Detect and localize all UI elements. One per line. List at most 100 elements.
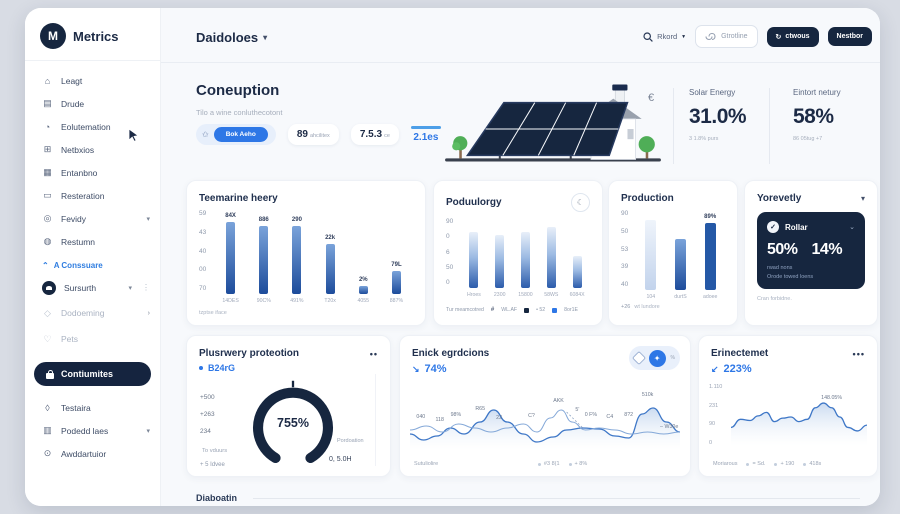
sidebar-item-leagt[interactable]: ⌂ Leagt bbox=[25, 69, 160, 92]
sidebar-item-label: Leagt bbox=[61, 75, 83, 86]
chevron-down-icon: ▾ bbox=[128, 284, 132, 292]
stat-chip-2[interactable]: 7.5.3 ce bbox=[350, 124, 399, 145]
sidebar-item-label: Podedd laes bbox=[61, 425, 109, 436]
header-divider bbox=[161, 62, 880, 63]
pie-icon: ◔ bbox=[44, 121, 51, 132]
sidebar-item-label: Fevidy bbox=[61, 213, 87, 224]
kebab-menu-icon[interactable]: •• bbox=[369, 348, 378, 359]
trend-arrow-icon: ↙ bbox=[711, 363, 719, 374]
trend-arrow-icon: ↘ bbox=[412, 363, 420, 374]
sidebar-item-label: Netbxios bbox=[61, 144, 95, 155]
stat-divider bbox=[769, 88, 770, 164]
sidebar-item-label: Restumn bbox=[61, 236, 96, 247]
chevron-down-icon: ▾ bbox=[146, 427, 150, 435]
bar-chart-teemarine: 59 43 40 00 70 84X 14DES 886 90C% 290 491% 22k T20x 2… bbox=[199, 210, 404, 304]
search-control[interactable]: Rkord ▼ bbox=[643, 31, 687, 42]
active-tab-chip[interactable]: 2.1es bbox=[410, 126, 441, 143]
sidebar-item-resteration[interactable]: ▭ Resteration bbox=[25, 184, 160, 207]
app-frame: M Metrics ⌂ Leagt ▤ Drude ◔ Eolutemation… bbox=[25, 8, 880, 506]
kebab-menu-icon[interactable]: ••• bbox=[852, 348, 865, 359]
sidebar-item-netbxios[interactable]: ⊞ Netbxios bbox=[25, 138, 160, 161]
tab-indicator bbox=[410, 126, 441, 129]
hash-marker: # bbox=[490, 307, 495, 313]
sidebar-item-podedd[interactable]: ▥ Podedd laes ▾ bbox=[25, 419, 160, 442]
panel-value-2: 14% bbox=[811, 241, 843, 258]
chevron-down-icon[interactable]: ▾ bbox=[860, 194, 865, 203]
sidebar-account[interactable]: Sursurth ▾ ⋮ bbox=[25, 275, 160, 300]
primary-chip-button[interactable]: Bok Aeho bbox=[213, 127, 268, 142]
page-title-dropdown[interactable]: Daidoloes ▾ bbox=[196, 30, 268, 45]
primary-chip-group: ✩ Bok Aeho bbox=[196, 124, 276, 145]
chevron-right-icon: › bbox=[147, 309, 150, 317]
chevron-down-icon: ▼ bbox=[681, 33, 687, 40]
sidebar-item-eolutemation[interactable]: ◔ Eolutemation bbox=[25, 115, 160, 138]
stat-value: 31.0% bbox=[689, 105, 747, 128]
home-icon: ⌂ bbox=[44, 75, 51, 86]
bullet-marker bbox=[199, 366, 203, 370]
account-label: Sursurth bbox=[64, 282, 97, 293]
stat-divider bbox=[673, 88, 674, 164]
tag-icon: ◇ bbox=[44, 307, 51, 318]
card-podu: Poduulorgy ☾ 90 0 6 50 0 Hroes 2300 15800 58WS 60… bbox=[433, 180, 603, 326]
sidebar-item-restumn[interactable]: ◍ Restumn bbox=[25, 230, 160, 253]
sidebar-item-awddartuior[interactable]: ⊙ Awddartuior bbox=[25, 442, 160, 465]
sidebar-item-pets[interactable]: ♡ Pets bbox=[25, 326, 160, 352]
file-icon: ▤ bbox=[43, 98, 52, 108]
y-axis-labels: 1.110 231 90 0 bbox=[709, 384, 723, 446]
sidebar-divider bbox=[25, 60, 160, 61]
hero-chips: ✩ Bok Aeho 89 ahcilitex 7.5.3 ce 2.1es bbox=[196, 124, 441, 145]
sidebar-section-link[interactable]: ⌃ A Conssuare bbox=[42, 261, 103, 270]
brand: M Metrics bbox=[25, 8, 160, 60]
stat-chip-1[interactable]: 89 ahcilitex bbox=[287, 124, 339, 145]
card-teemarine: Teemarine heery 59 43 40 00 70 84X 14DES 886 90C… bbox=[186, 180, 426, 326]
sidebar-item-dodoeming[interactable]: ◇ Dodoeming › bbox=[25, 300, 160, 326]
chevron-down-icon: ⌄ bbox=[849, 224, 855, 231]
sparkle-icon: ✦ bbox=[648, 349, 666, 367]
bar-chart-podu: 90 0 6 50 0 Hroes 2300 15800 58WS 6084X bbox=[446, 218, 585, 298]
hero-stat-energy: Eintort netury 58% 86 05tug +7 bbox=[793, 88, 880, 142]
search-label: Rkord bbox=[657, 32, 678, 41]
kebab-menu-icon[interactable]: ⋮ bbox=[142, 283, 150, 292]
sidebar-item-label: Awddartuior bbox=[61, 448, 107, 459]
solar-house-illustration bbox=[445, 84, 661, 162]
dot-marker bbox=[537, 462, 541, 466]
sidebar-item-entanbno[interactable]: ▦ Entanbno bbox=[25, 161, 160, 184]
hero-subtitle: Tilo a wine conluthecotont bbox=[196, 108, 283, 117]
bottom-section-title: Diaboatin bbox=[196, 493, 238, 503]
sidebar: M Metrics ⌂ Leagt ▤ Drude ◔ Eolutemation… bbox=[25, 8, 161, 506]
sidebar-item-fevidy[interactable]: ◎ Fevidy ▾ bbox=[25, 207, 160, 230]
chart-legend: Tur meamcotred # WL.AF • 52 8or1E bbox=[446, 307, 578, 313]
sidebar-item-drude[interactable]: ▤ Drude bbox=[25, 92, 160, 115]
sidebar-cta-button[interactable]: Contiumites bbox=[34, 362, 151, 386]
image-icon: ▦ bbox=[43, 167, 52, 177]
sidebar-item-label: Testaira bbox=[61, 402, 91, 413]
moon-icon[interactable]: ☾ bbox=[571, 193, 590, 212]
gauge-chart: 755% bbox=[247, 378, 339, 470]
dark-square-marker bbox=[524, 307, 530, 313]
gauge-axis-values: +500 +263 234 bbox=[200, 394, 215, 435]
dot-marker bbox=[803, 462, 807, 466]
clock-icon: ⊙ bbox=[43, 448, 52, 458]
chart-footer: Sutuliolire #3 8(1 + 8% bbox=[414, 461, 588, 467]
outline-button[interactable]: Gtrotline bbox=[695, 25, 758, 48]
dark-summary-panel[interactable]: ✓ Rollar ⌄ 50% 14% rwad nons Orode towed… bbox=[757, 212, 865, 289]
primary-dark-button[interactable]: ↻ ctwous bbox=[766, 26, 819, 47]
lock-icon bbox=[46, 369, 54, 379]
chevron-down-icon: ▾ bbox=[263, 33, 268, 42]
card-gauge: Plusrwery proteotion •• B24rG +500 +263 … bbox=[186, 335, 391, 477]
card-icon: ▭ bbox=[43, 190, 52, 200]
chart-mode-toggle[interactable]: ✦ % bbox=[628, 346, 680, 370]
brand-name: Metrics bbox=[73, 28, 119, 44]
area-chart: 148.05% bbox=[731, 388, 867, 446]
currency-symbol: € bbox=[648, 92, 655, 104]
sidebar-item-testaira[interactable]: ◊ Testaira bbox=[25, 396, 160, 419]
secondary-dark-button[interactable]: Nestbor bbox=[827, 27, 872, 46]
sidebar-item-label: Drude bbox=[61, 98, 85, 109]
area-stat: ↙ 223% bbox=[711, 363, 752, 375]
bottom-divider bbox=[253, 498, 860, 499]
hero-stat-solar: Solar Energy 31.0% 3 1.8% purs bbox=[689, 88, 779, 142]
sidebar-item-label: Dodoeming bbox=[61, 308, 105, 318]
search-icon bbox=[643, 31, 653, 42]
axis-origin-label: +26 bbox=[621, 304, 631, 310]
drop-icon: ◊ bbox=[45, 402, 50, 413]
